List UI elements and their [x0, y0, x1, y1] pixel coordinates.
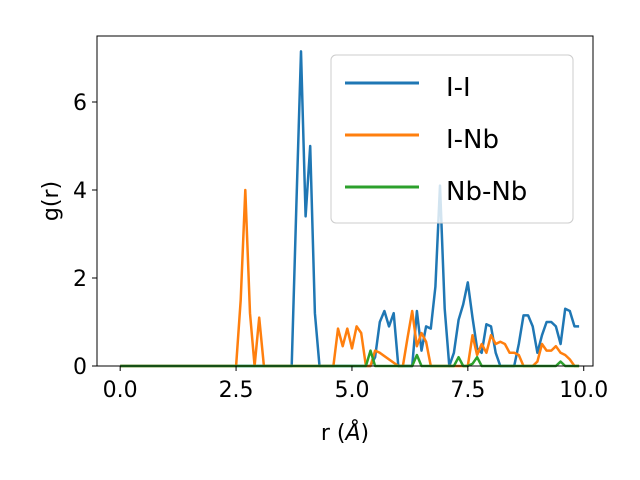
x-axis: 0.0 2.5 5.0 7.5 10.0: [103, 366, 608, 403]
legend: I-I I-Nb Nb-Nb: [330, 54, 574, 224]
y-axis: 0 2 4 6: [73, 91, 97, 380]
x-tick-label: 2.5: [219, 378, 254, 403]
series-line-i-i: [120, 50, 580, 368]
y-axis-label: g(r): [39, 181, 64, 221]
legend-label-i-i: I-I: [446, 73, 471, 103]
legend-label-i-nb: I-Nb: [446, 125, 499, 155]
x-tick-label: 0.0: [103, 378, 138, 403]
legend-label-nb-nb: Nb-Nb: [446, 177, 527, 207]
y-tick-label: 2: [73, 267, 87, 292]
legend-box: [330, 54, 574, 224]
y-tick-label: 6: [73, 91, 87, 116]
x-tick-label: 7.5: [450, 378, 485, 403]
plot-frame: [96, 35, 594, 367]
x-tick-label: 10.0: [559, 378, 608, 403]
x-axis-label: r (Å): [321, 419, 369, 446]
x-tick-label: 5.0: [334, 378, 369, 403]
y-tick-label: 4: [73, 179, 87, 204]
y-tick-label: 0: [73, 355, 87, 380]
